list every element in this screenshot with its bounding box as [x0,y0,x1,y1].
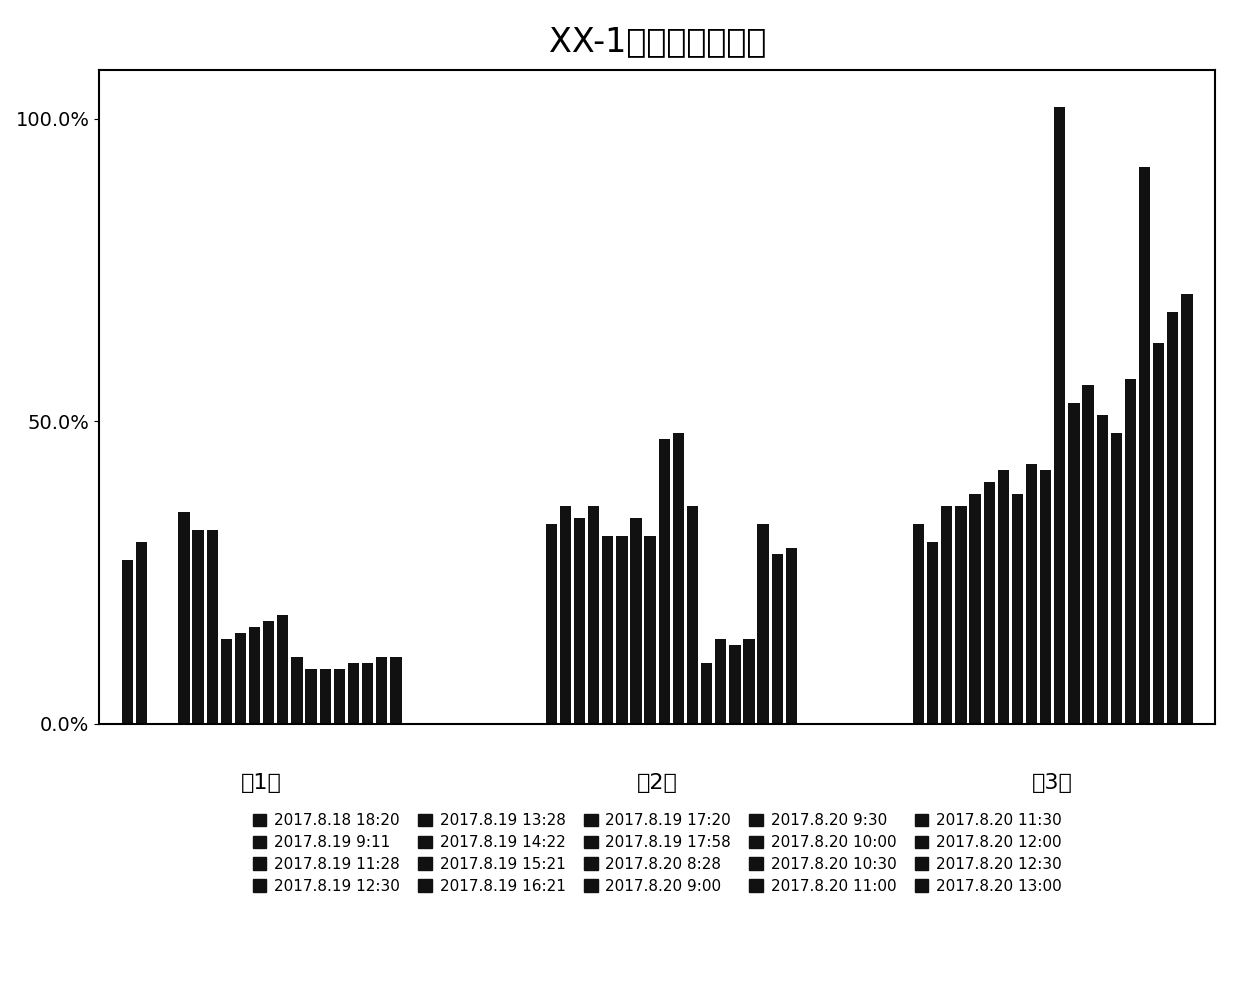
Bar [192,530,203,724]
Bar [687,506,698,724]
Bar [658,439,670,724]
Bar [970,493,981,724]
Title: XX-1井动态产气剖面: XX-1井动态产气剖面 [548,25,766,58]
Bar [729,645,740,724]
Bar [1125,379,1136,724]
Bar [1083,385,1094,724]
Bar [701,663,712,724]
Bar [1182,294,1193,724]
Bar [1096,415,1107,724]
Text: 第2段: 第2段 [637,773,677,793]
Bar [362,663,373,724]
Bar [1153,343,1164,724]
Bar [546,524,557,724]
Bar [786,548,797,724]
Bar [998,469,1009,724]
Bar [291,657,303,724]
Text: 第1段: 第1段 [242,773,281,793]
Bar [616,536,627,724]
Bar [928,542,939,724]
Bar [207,530,218,724]
Legend: 2017.8.18 18:20, 2017.8.19 9:11, 2017.8.19 11:28, 2017.8.19 12:30, 2017.8.19 13:: 2017.8.18 18:20, 2017.8.19 9:11, 2017.8.… [247,807,1068,900]
Bar [391,657,402,724]
Bar [278,615,289,724]
Bar [1111,433,1122,724]
Bar [263,621,274,724]
Bar [179,512,190,724]
Bar [941,506,952,724]
Bar [221,639,232,724]
Bar [1138,167,1151,724]
Bar [305,669,316,724]
Bar [588,506,599,724]
Bar [758,524,769,724]
Bar [122,560,133,724]
Bar [234,633,246,724]
Bar [1069,403,1080,724]
Bar [630,518,641,724]
Bar [715,639,727,724]
Bar [334,669,345,724]
Bar [136,542,148,724]
Bar [249,627,260,724]
Bar [983,481,994,724]
Bar [1025,463,1037,724]
Bar [574,518,585,724]
Bar [1040,469,1052,724]
Bar [1012,493,1023,724]
Bar [603,536,614,724]
Bar [673,433,684,724]
Bar [955,506,966,724]
Bar [743,639,755,724]
Bar [320,669,331,724]
Text: 第3段: 第3段 [1033,773,1073,793]
Bar [771,554,782,724]
Bar [1167,313,1178,724]
Bar [559,506,572,724]
Bar [1054,107,1065,724]
Bar [376,657,387,724]
Bar [645,536,656,724]
Bar [913,524,924,724]
Bar [348,663,360,724]
